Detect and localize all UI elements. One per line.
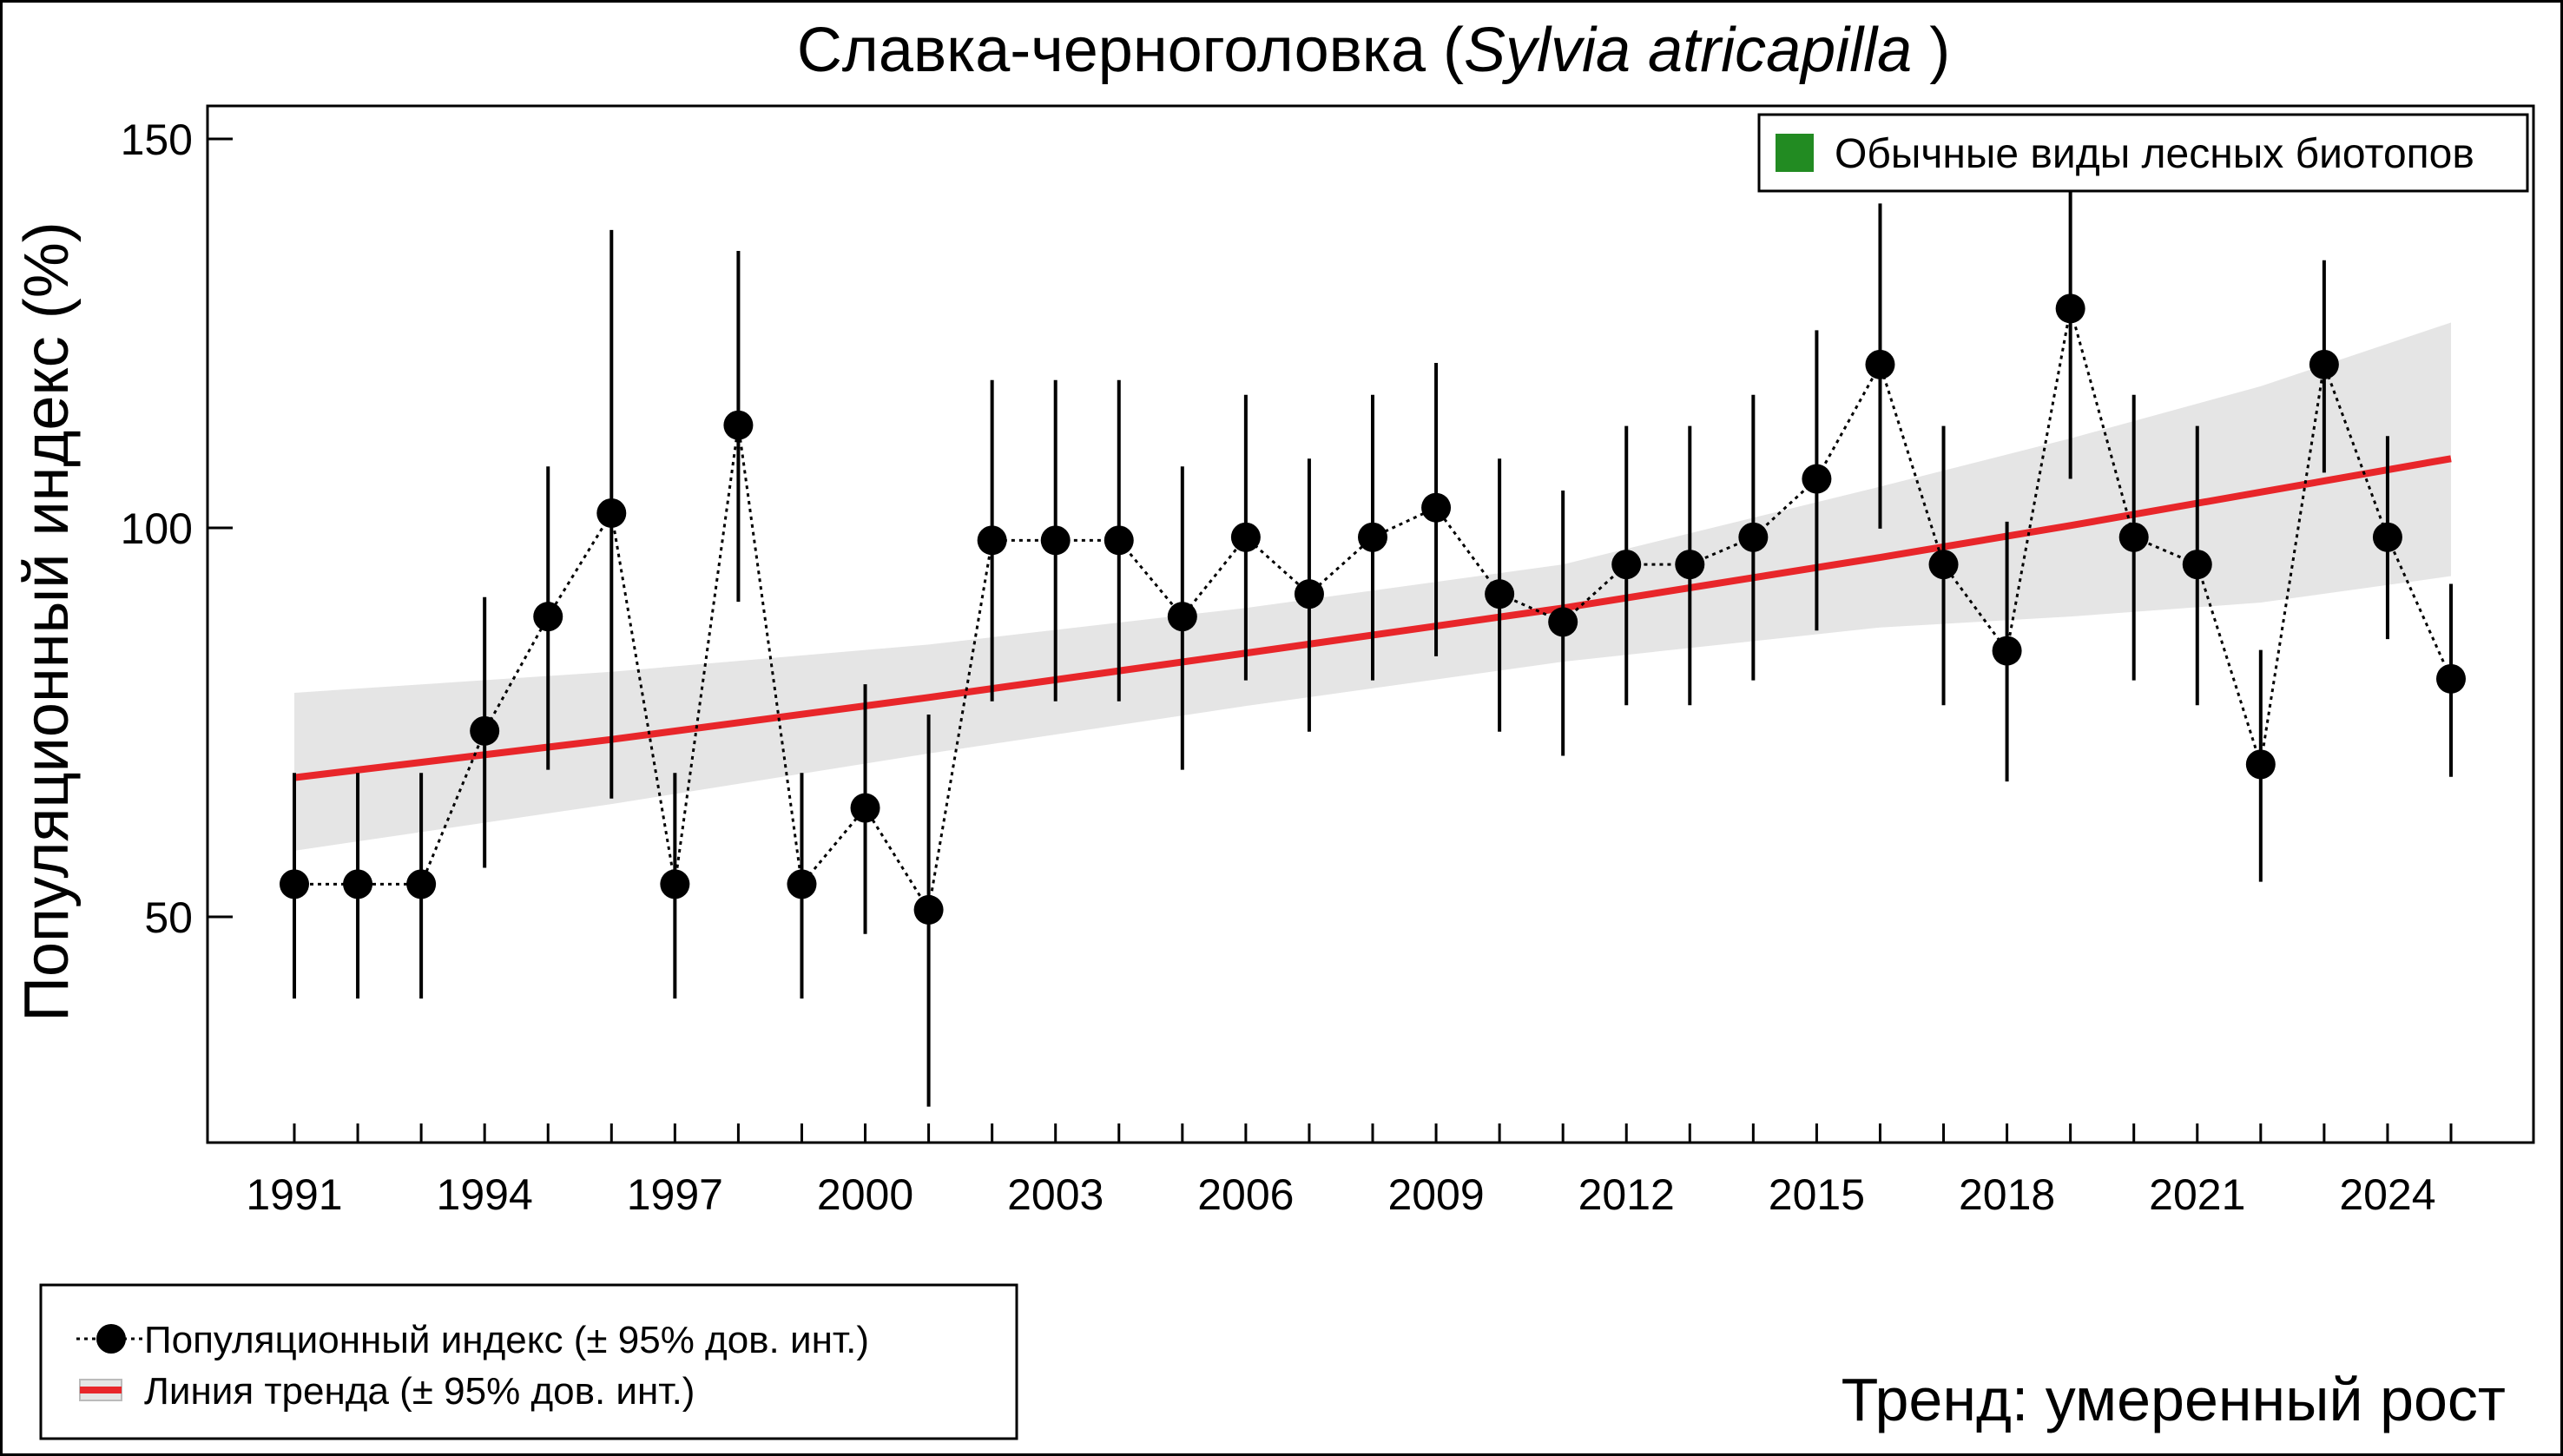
y-axis-ticks: 50 100 150 [121,115,233,942]
legend-point-icon [96,1324,126,1354]
x-tick-label-2000: 2000 [817,1170,913,1219]
point-2005 [1167,602,1197,632]
point-2017 [1928,550,1959,580]
point-2006 [1230,522,1261,552]
y-tick-label-100: 100 [121,504,193,553]
group-legend-swatch [1776,134,1814,172]
confidence-band-area [294,322,2451,851]
series-legend: Популяционный индекс (± 95% дов. инт.) Л… [39,1283,1018,1440]
point-1997 [660,869,690,899]
group-legend-label: Обычные виды лесных биотопов [1835,131,2474,177]
point-1991 [280,869,309,899]
point-2016 [1865,349,1895,379]
x-tick-label-1997: 1997 [627,1170,723,1219]
x-axis-ticks: 1991 1994 1997 2000 2003 2006 2009 2012 2015 2018… [246,1123,2453,1219]
point-2023 [2309,349,2339,379]
point-1994 [470,715,500,746]
point-2018 [1992,636,2022,666]
point-2002 [977,525,1007,556]
legend-index-label: Популяционный индекс (± 95% дов. инт.) [144,1319,869,1361]
data-points [280,293,2466,925]
point-2014 [1738,522,1769,552]
point-2021 [2182,550,2212,580]
x-tick-label-2015: 2015 [1769,1170,1865,1219]
trend-verdict: Тренд: умеренный рост [1842,1366,2506,1433]
x-tick-label-2021: 2021 [2149,1170,2245,1219]
x-tick-label-2003: 2003 [1007,1170,1104,1219]
trend-confidence-band [294,322,2451,851]
point-1993 [406,869,437,899]
point-2015 [1802,464,1832,494]
y-tick-label-150: 150 [121,115,193,164]
point-1995 [533,602,563,632]
point-2013 [1675,550,1705,580]
x-tick-label-2009: 2009 [1387,1170,1484,1219]
point-2024 [2372,522,2402,552]
x-tick-label-1994: 1994 [437,1170,533,1219]
point-2012 [1611,550,1642,580]
point-2008 [1358,522,1387,552]
point-2000 [850,793,880,823]
point-2011 [1548,607,1578,637]
point-2009 [1421,492,1452,523]
x-tick-label-2024: 2024 [2339,1170,2435,1219]
point-2001 [913,894,944,925]
point-1996 [596,497,627,528]
point-1992 [343,869,373,899]
point-1998 [723,410,754,440]
x-tick-label-2006: 2006 [1197,1170,1294,1219]
point-2007 [1294,579,1324,609]
chart-title: Славка-черноголовка (Sylvia atricapilla … [797,16,1950,85]
error-bars [293,177,2453,1107]
point-2019 [2055,293,2085,324]
point-2020 [2118,522,2149,552]
y-tick-label-50: 50 [144,893,193,942]
point-2003 [1040,525,1071,556]
y-axis-label: Популяционный индекс (%) [12,221,82,1022]
point-2025 [2436,663,2466,694]
x-tick-label-2018: 2018 [1959,1170,2055,1219]
plot-area-border [206,104,2535,1144]
point-2010 [1485,579,1515,609]
x-tick-label-1991: 1991 [246,1170,342,1219]
point-2022 [2245,749,2276,780]
legend-trend-label: Линия тренда (± 95% дов. инт.) [144,1370,695,1413]
point-1999 [787,869,817,899]
x-tick-label-2012: 2012 [1578,1170,1675,1219]
group-legend: Обычные виды лесных биотопов [1757,113,2529,193]
point-2004 [1104,525,1134,556]
